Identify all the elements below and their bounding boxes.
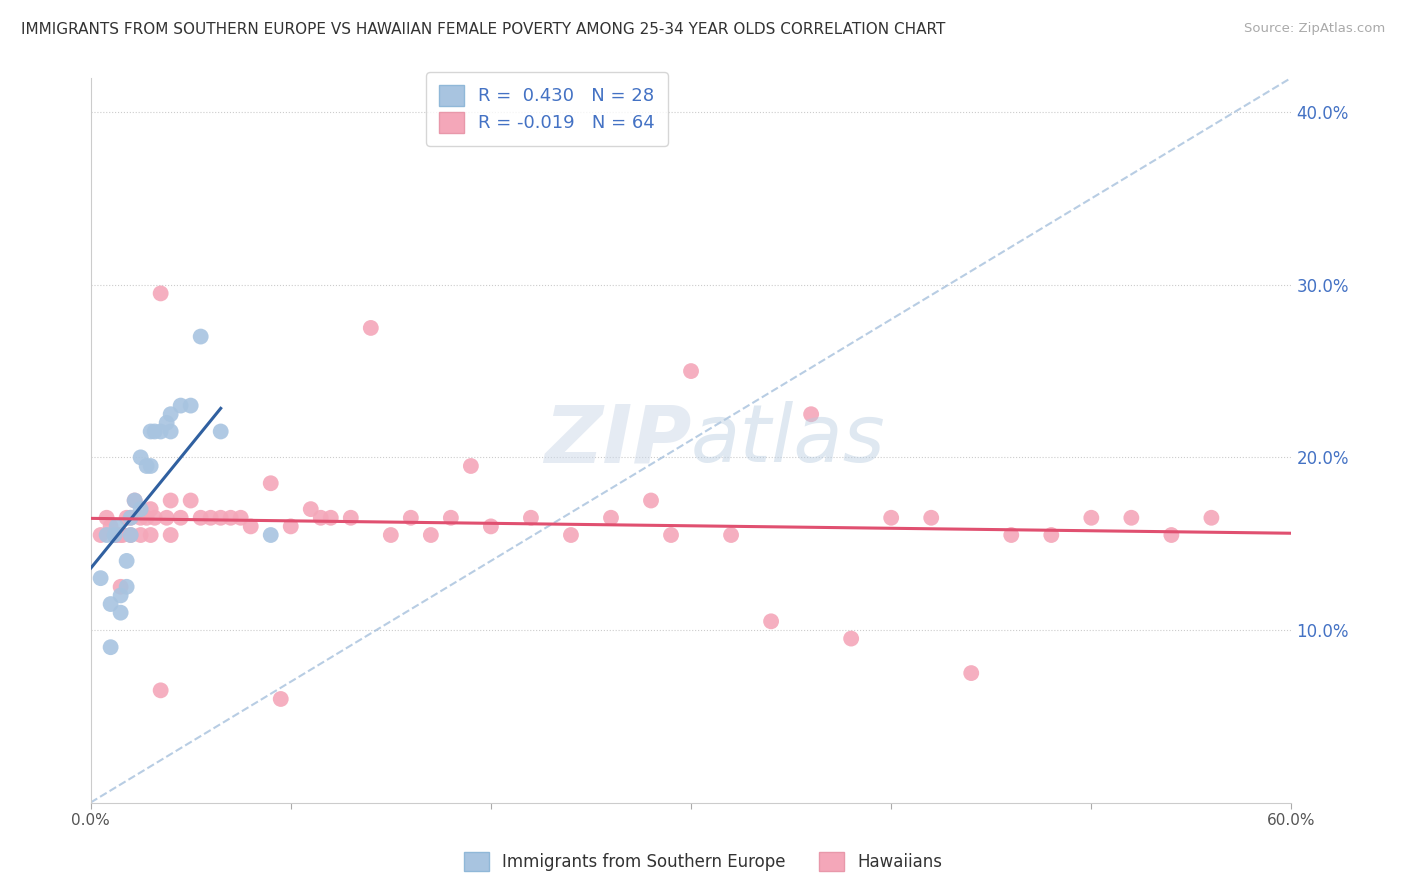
Point — [1000, 528, 1022, 542]
Point — [149, 425, 172, 439]
Point — [110, 589, 132, 603]
Point — [170, 399, 193, 413]
Point — [260, 528, 283, 542]
Point — [115, 554, 138, 568]
Point — [110, 528, 132, 542]
Point — [299, 502, 322, 516]
Text: Source: ZipAtlas.com: Source: ZipAtlas.com — [1244, 22, 1385, 36]
Point — [640, 493, 662, 508]
Point — [143, 510, 166, 524]
Point — [149, 286, 172, 301]
Point — [319, 510, 342, 524]
Point — [200, 510, 222, 524]
Point — [139, 528, 162, 542]
Point — [120, 510, 142, 524]
Point — [1080, 510, 1102, 524]
Point — [104, 528, 127, 542]
Point — [479, 519, 502, 533]
Point — [159, 493, 181, 508]
Point — [600, 510, 623, 524]
Point — [135, 458, 157, 473]
Point — [659, 528, 682, 542]
Point — [1201, 510, 1223, 524]
Legend: R =  0.430   N = 28, R = -0.019   N = 64: R = 0.430 N = 28, R = -0.019 N = 64 — [426, 72, 668, 145]
Point — [139, 458, 162, 473]
Point — [143, 425, 166, 439]
Point — [309, 510, 332, 524]
Point — [139, 502, 162, 516]
Point — [110, 580, 132, 594]
Point — [440, 510, 463, 524]
Point — [129, 510, 152, 524]
Point — [679, 364, 702, 378]
Point — [239, 519, 262, 533]
Point — [100, 597, 122, 611]
Point — [800, 407, 823, 421]
Point — [219, 510, 242, 524]
Point — [180, 399, 202, 413]
Point — [1160, 528, 1182, 542]
Point — [229, 510, 252, 524]
Point — [96, 510, 118, 524]
Point — [419, 528, 441, 542]
Point — [720, 528, 742, 542]
Point — [159, 407, 181, 421]
Point — [399, 510, 422, 524]
Point — [129, 450, 152, 465]
Point — [90, 571, 112, 585]
Point — [90, 528, 112, 542]
Point — [1121, 510, 1143, 524]
Point — [260, 476, 283, 491]
Point — [159, 425, 181, 439]
Point — [170, 510, 193, 524]
Legend: Immigrants from Southern Europe, Hawaiians: Immigrants from Southern Europe, Hawaiia… — [456, 843, 950, 880]
Point — [104, 528, 127, 542]
Point — [880, 510, 903, 524]
Point — [180, 493, 202, 508]
Point — [96, 528, 118, 542]
Text: ZIP: ZIP — [544, 401, 690, 479]
Point — [460, 458, 482, 473]
Point — [759, 615, 782, 629]
Point — [105, 519, 128, 533]
Point — [100, 519, 122, 533]
Point — [120, 510, 142, 524]
Point — [560, 528, 582, 542]
Point — [135, 510, 157, 524]
Point — [209, 425, 232, 439]
Point — [115, 580, 138, 594]
Point — [120, 528, 142, 542]
Text: atlas: atlas — [690, 401, 886, 479]
Point — [380, 528, 402, 542]
Point — [129, 528, 152, 542]
Point — [839, 632, 862, 646]
Text: IMMIGRANTS FROM SOUTHERN EUROPE VS HAWAIIAN FEMALE POVERTY AMONG 25-34 YEAR OLDS: IMMIGRANTS FROM SOUTHERN EUROPE VS HAWAI… — [21, 22, 945, 37]
Point — [124, 493, 146, 508]
Point — [100, 640, 122, 655]
Point — [209, 510, 232, 524]
Point — [280, 519, 302, 533]
Point — [105, 528, 128, 542]
Point — [156, 510, 179, 524]
Point — [190, 510, 212, 524]
Point — [960, 666, 983, 681]
Point — [139, 425, 162, 439]
Point — [149, 683, 172, 698]
Point — [190, 329, 212, 343]
Point — [111, 528, 134, 542]
Point — [115, 510, 138, 524]
Point — [920, 510, 942, 524]
Point — [340, 510, 363, 524]
Point — [270, 692, 292, 706]
Point — [124, 493, 146, 508]
Point — [156, 416, 179, 430]
Point — [129, 502, 152, 516]
Point — [360, 321, 382, 335]
Point — [1040, 528, 1063, 542]
Point — [120, 528, 142, 542]
Point — [520, 510, 543, 524]
Point — [159, 528, 181, 542]
Point — [110, 606, 132, 620]
